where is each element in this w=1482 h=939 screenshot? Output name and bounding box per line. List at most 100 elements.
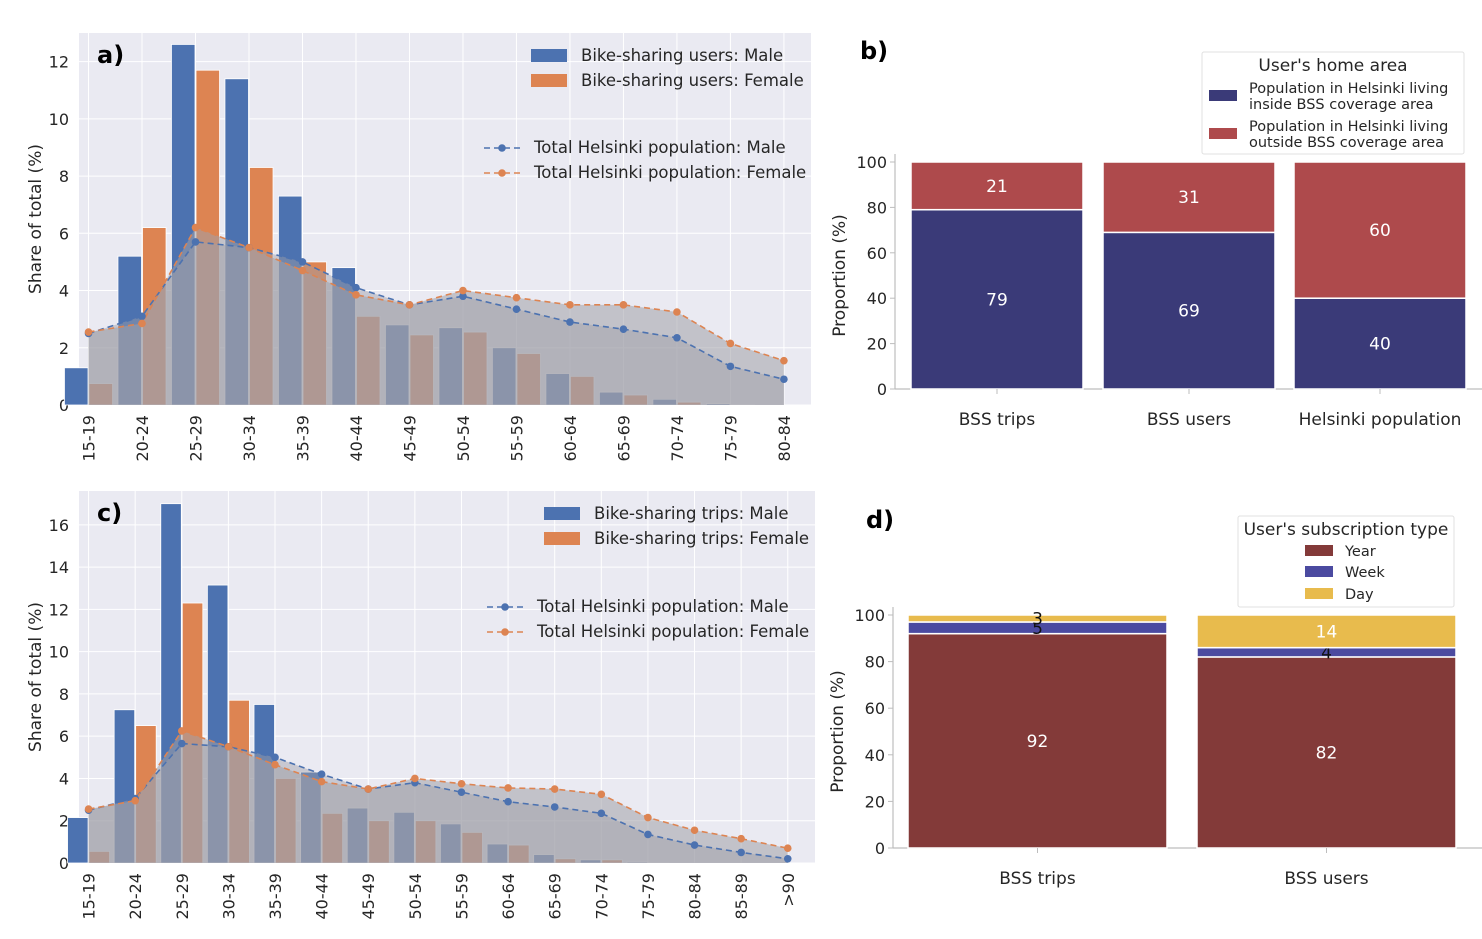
x-tick-label: 55-59: [452, 873, 471, 920]
point-pop-female: [318, 778, 326, 786]
y-tick-label: 0: [875, 839, 885, 858]
y-axis-label: Proportion (%): [830, 214, 850, 337]
y-axis-label: Proportion (%): [828, 670, 848, 793]
legend-swatch: [531, 49, 567, 62]
point-pop-female: [192, 224, 200, 232]
point-pop-male: [780, 375, 788, 383]
x-tick-label: 60-64: [499, 873, 518, 920]
legend-swatch: [1305, 545, 1333, 556]
point-pop-male: [192, 238, 200, 246]
point-pop-male: [352, 284, 360, 292]
x-tick-label: 65-69: [614, 415, 633, 462]
point-pop-male: [620, 325, 628, 333]
x-tick-label: 45-49: [400, 415, 419, 462]
x-tick-label: Helsinki population: [1299, 410, 1462, 430]
y-tick-label: 100: [856, 153, 887, 172]
y-tick-label: 14: [49, 558, 69, 577]
point-pop-male: [727, 363, 735, 371]
point-pop-female: [598, 791, 606, 799]
x-tick-label: BSS trips: [959, 410, 1036, 430]
x-tick-label: 50-54: [454, 415, 473, 462]
legend-marker: [501, 603, 509, 611]
segment-label: 21: [986, 177, 1008, 197]
legend-label: Total Helsinki population: Male: [536, 597, 789, 616]
y-tick-label: 20: [865, 792, 885, 811]
y-tick-label: 20: [867, 335, 887, 354]
y-tick-label: 80: [865, 653, 885, 672]
point-pop-female: [784, 844, 792, 852]
bar-male: [64, 368, 88, 405]
legend-swatch: [531, 74, 567, 87]
segment-label: 40: [1369, 335, 1391, 355]
point-pop-male: [691, 841, 699, 849]
point-pop-male: [566, 318, 574, 326]
segment-label: 3: [1032, 609, 1043, 629]
segment-label: 69: [1178, 302, 1200, 322]
x-tick-label: 70-74: [592, 873, 611, 920]
y-tick-label: 10: [49, 110, 69, 129]
legend-marker: [501, 628, 509, 636]
legend-label: Population in Helsinki living: [1249, 81, 1448, 97]
point-pop-female: [364, 785, 372, 793]
y-axis-label: Share of total (%): [26, 602, 46, 752]
legend-label: Day: [1345, 587, 1374, 603]
point-pop-female: [566, 301, 574, 309]
point-pop-female: [271, 761, 279, 769]
point-pop-male: [138, 312, 146, 320]
panel-letter: b): [860, 37, 888, 65]
x-tick-label: 45-49: [359, 873, 378, 920]
y-tick-label: 60: [867, 244, 887, 263]
x-tick-label: 80-84: [686, 873, 705, 920]
x-tick-label: 75-79: [721, 415, 740, 462]
point-pop-male: [458, 788, 466, 796]
y-tick-label: 4: [59, 769, 69, 788]
point-pop-male: [644, 831, 652, 839]
x-tick-label: 15-19: [80, 873, 99, 920]
point-pop-male: [673, 334, 681, 342]
x-tick-label: 20-24: [126, 873, 145, 920]
legend-label: inside BSS coverage area: [1249, 97, 1434, 113]
segment-label: 60: [1369, 221, 1391, 241]
legend-swatch: [1305, 566, 1333, 577]
panel-letter: c): [97, 499, 122, 527]
legend-label: outside BSS coverage area: [1249, 135, 1444, 151]
x-tick-label: 40-44: [347, 415, 366, 462]
point-pop-male: [299, 258, 307, 266]
legend-label: Bike-sharing trips: Female: [594, 529, 809, 548]
point-pop-female: [299, 267, 307, 275]
x-tick-label: 85-89: [732, 873, 751, 920]
y-tick-label: 16: [49, 516, 69, 535]
x-tick-label: 60-64: [561, 415, 580, 462]
legend-swatch: [1209, 128, 1237, 139]
x-tick-label: 35-39: [293, 415, 312, 462]
point-pop-female: [459, 287, 467, 295]
point-pop-female: [780, 357, 788, 365]
segment-label: 82: [1316, 743, 1338, 763]
x-tick-label: >90: [779, 873, 798, 907]
x-tick-label: 25-29: [187, 415, 206, 462]
x-tick-label: 75-79: [639, 873, 658, 920]
y-tick-label: 6: [59, 224, 69, 243]
legend-marker: [498, 144, 506, 152]
point-pop-male: [551, 803, 559, 811]
point-pop-male: [178, 740, 186, 748]
y-tick-label: 12: [49, 600, 69, 619]
segment-label: 14: [1316, 622, 1338, 642]
x-tick-label: 70-74: [668, 415, 687, 462]
y-tick-label: 40: [867, 289, 887, 308]
x-tick-label: BSS users: [1147, 410, 1231, 430]
point-pop-female: [178, 727, 186, 735]
point-pop-female: [737, 835, 745, 843]
legend-title: User's subscription type: [1244, 520, 1449, 540]
y-tick-label: 4: [59, 282, 69, 301]
y-tick-label: 2: [59, 339, 69, 358]
panel-letter: d): [866, 506, 894, 534]
point-pop-male: [318, 770, 326, 778]
legend-label: Bike-sharing users: Female: [581, 71, 804, 90]
point-pop-female: [513, 294, 521, 302]
x-tick-label: 55-59: [507, 415, 526, 462]
x-tick-label: BSS trips: [999, 869, 1076, 889]
x-tick-label: 15-19: [80, 415, 99, 462]
